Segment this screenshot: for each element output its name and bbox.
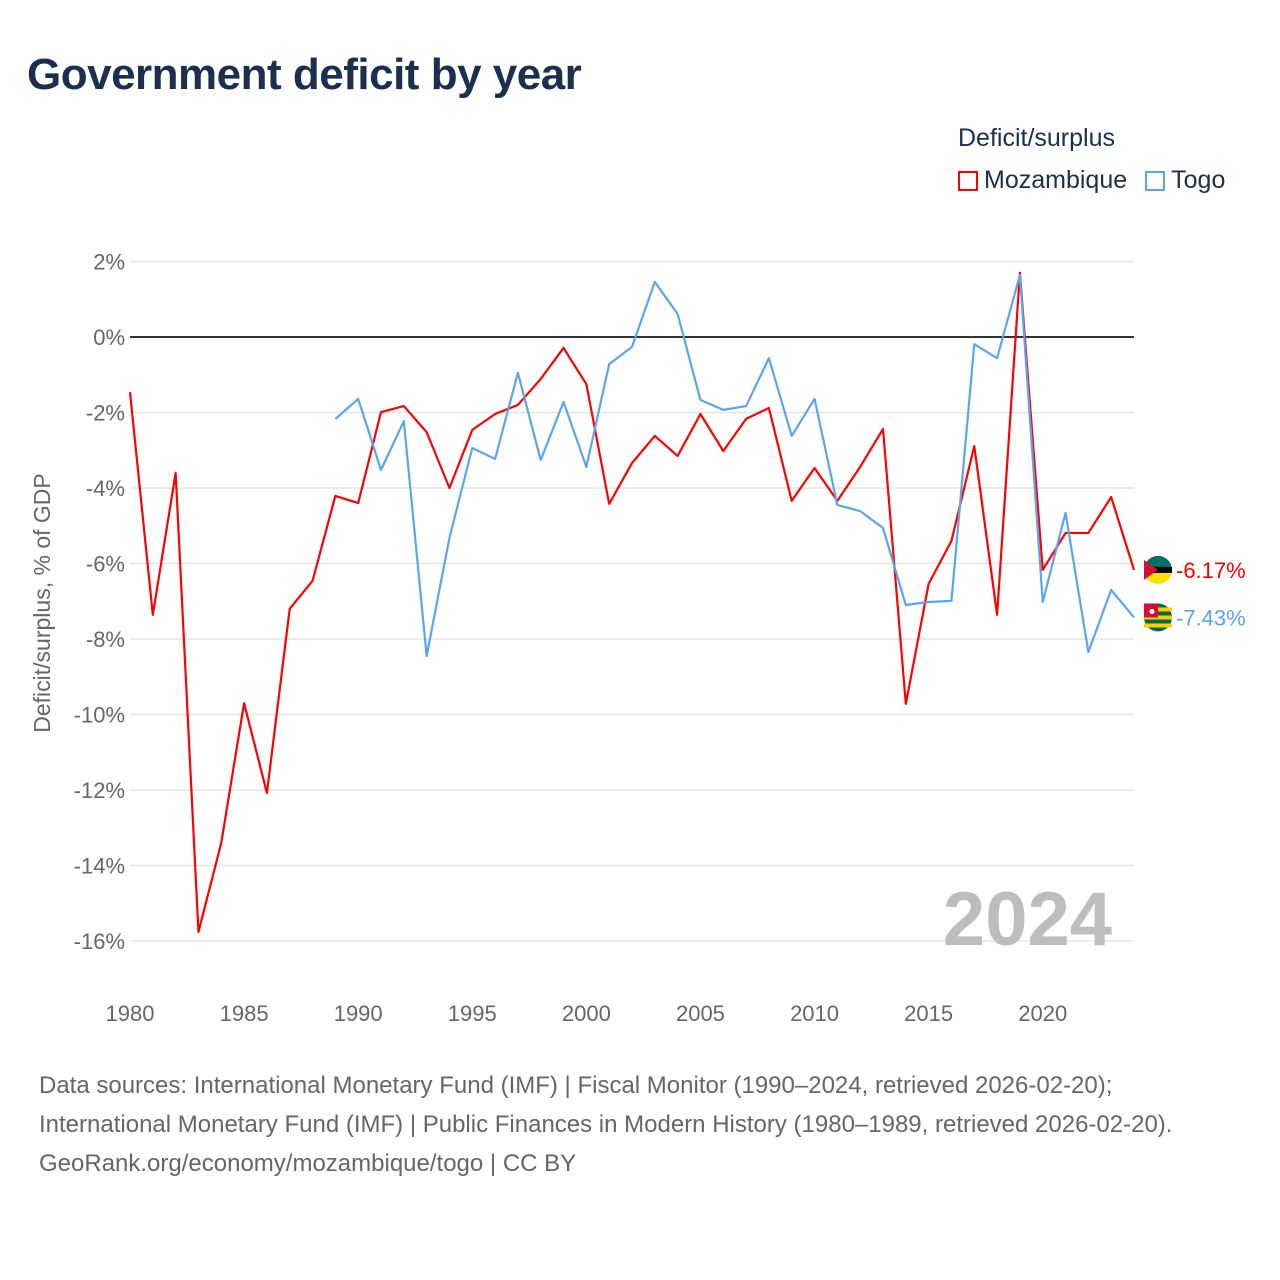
y-tick-label: 2%	[93, 250, 125, 275]
y-axis-label: Deficit/surplus, % of GDP	[29, 473, 55, 732]
data-sources: Data sources: International Monetary Fun…	[39, 1072, 1173, 1138]
y-tick-label: -16%	[74, 929, 125, 954]
legend-swatch-togo	[1145, 170, 1166, 191]
y-tick-label: -10%	[74, 703, 125, 728]
x-tick-label: 2010	[790, 1001, 839, 1026]
flag-togo-star	[1149, 608, 1155, 614]
x-tick-label: 2000	[562, 1001, 611, 1026]
x-tick-label: 1985	[220, 1001, 269, 1026]
year-watermark: 2024	[943, 877, 1112, 962]
y-tick-label: -12%	[74, 778, 125, 803]
end-value-label: -7.43%	[1176, 605, 1246, 630]
x-tick-label: 1995	[448, 1001, 497, 1026]
x-tick-label: 2015	[904, 1001, 953, 1026]
y-tick-label: -4%	[86, 476, 125, 501]
x-tick-label: 2020	[1018, 1001, 1067, 1026]
y-tick-label: -14%	[74, 854, 125, 879]
legend-swatch-mozambique	[958, 170, 978, 191]
credit-link[interactable]: GeoRank.org/economy/mozambique/togo | CC…	[39, 1150, 577, 1177]
x-tick-label: 2005	[676, 1001, 725, 1026]
y-tick-label: -8%	[86, 627, 125, 652]
x-tick-label: 1990	[334, 1001, 383, 1026]
footer: Data sources: International Monetary Fun…	[39, 1066, 1239, 1183]
y-tick-label: -6%	[86, 552, 125, 577]
legend: Mozambique Togo	[958, 166, 1225, 195]
y-tick-label: -2%	[86, 401, 125, 426]
legend-title: Deficit/surplus	[958, 124, 1115, 152]
legend-item-mozambique[interactable]: Mozambique	[958, 166, 1127, 195]
x-tick-label: 1980	[106, 1001, 155, 1026]
series-line-mozambique	[128, 271, 1136, 934]
series-line-togo	[334, 273, 1135, 658]
flag-mozambique-triangle	[1144, 559, 1158, 580]
page-title: Government deficit by year	[27, 50, 582, 99]
end-value-label: -6.17%	[1176, 558, 1246, 583]
legend-item-togo[interactable]: Togo	[1145, 166, 1225, 195]
flag-togo-stripe	[1144, 623, 1172, 628]
legend-label: Mozambique	[984, 166, 1128, 194]
y-tick-label: 0%	[93, 325, 125, 350]
legend-label: Togo	[1171, 166, 1226, 194]
